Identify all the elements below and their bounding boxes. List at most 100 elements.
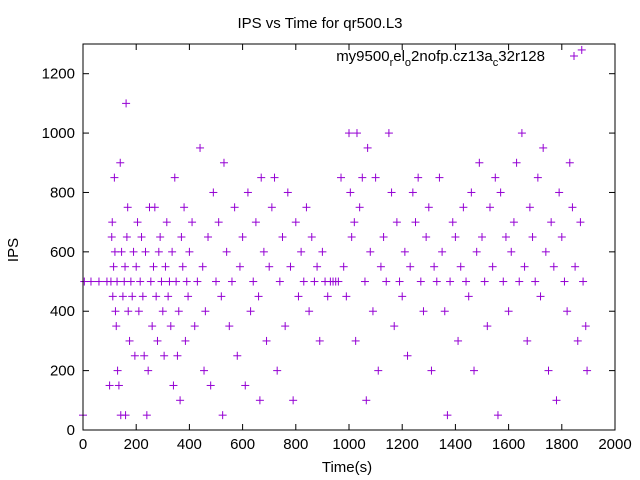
plot-frame — [82, 43, 616, 431]
data-point — [318, 247, 327, 256]
data-point — [541, 247, 550, 256]
data-point — [121, 411, 130, 420]
data-point — [251, 218, 260, 227]
data-point — [110, 173, 119, 182]
data-point — [174, 307, 183, 316]
data-point — [170, 173, 179, 182]
chart-title: IPS vs Time for qr500.L3 — [237, 15, 402, 32]
data-point — [406, 262, 415, 271]
data-point — [86, 277, 95, 286]
data-point — [188, 218, 197, 227]
data-point — [345, 129, 353, 138]
data-point — [488, 262, 497, 271]
data-point — [152, 292, 161, 301]
data-point — [374, 366, 383, 375]
data-point — [126, 277, 135, 286]
data-point — [547, 218, 556, 227]
data-point — [190, 322, 199, 331]
data-point — [123, 203, 132, 212]
data-point — [398, 292, 407, 301]
data-point — [217, 292, 226, 301]
data-point — [440, 307, 449, 316]
data-point — [504, 307, 513, 316]
data-point — [149, 262, 158, 271]
data-point — [366, 247, 375, 256]
data-point — [576, 218, 585, 227]
data-point — [581, 322, 590, 331]
data-point — [130, 351, 139, 360]
data-point — [544, 366, 553, 375]
data-point — [289, 396, 298, 405]
data-point — [427, 366, 436, 375]
x-tick-label: 200 — [124, 436, 149, 453]
x-tick-label: 800 — [283, 436, 308, 453]
data-point — [472, 247, 481, 256]
x-tick-label: 400 — [177, 436, 202, 453]
data-point — [286, 262, 295, 271]
data-point — [156, 233, 165, 241]
data-point — [360, 277, 369, 286]
data-point — [138, 292, 147, 301]
data-point — [565, 158, 574, 167]
data-point — [235, 262, 244, 271]
data-point — [177, 233, 186, 241]
data-point — [346, 188, 355, 197]
data-point — [315, 336, 324, 345]
y-tick-label: 400 — [50, 303, 75, 320]
data-point — [334, 277, 343, 286]
data-point — [169, 381, 178, 390]
data-point — [339, 262, 348, 271]
data-point — [108, 218, 117, 227]
data-point — [153, 336, 162, 345]
data-point — [218, 411, 227, 420]
data-point — [533, 173, 542, 182]
data-point — [355, 203, 364, 212]
data-points — [79, 45, 592, 420]
data-point — [294, 292, 303, 301]
data-point — [262, 336, 271, 345]
data-point — [557, 233, 566, 241]
data-point — [204, 233, 213, 241]
data-point — [539, 143, 548, 152]
legend-label-part: c — [493, 57, 499, 69]
x-tick-label: 600 — [230, 436, 255, 453]
data-point — [483, 322, 492, 331]
data-point — [172, 277, 181, 286]
data-point — [419, 307, 428, 316]
y-axis-label: IPS — [5, 238, 22, 262]
data-point — [536, 292, 545, 301]
data-point — [137, 233, 146, 241]
data-point — [222, 247, 231, 256]
data-point — [515, 277, 524, 286]
data-point — [200, 366, 209, 375]
y-tick-label: 200 — [50, 363, 75, 380]
data-point — [283, 188, 292, 197]
data-point — [160, 351, 169, 360]
data-point — [238, 233, 247, 241]
data-point — [230, 203, 239, 212]
data-point — [424, 203, 433, 212]
data-point — [249, 277, 258, 286]
data-point — [573, 336, 582, 345]
data-point — [408, 188, 417, 197]
data-point — [305, 307, 314, 316]
data-point — [414, 173, 423, 182]
data-point — [185, 247, 194, 256]
data-point — [371, 173, 380, 182]
legend: my9500relo2nofp.cz13ac32r128 — [336, 48, 578, 69]
data-point — [129, 247, 138, 256]
data-point — [257, 173, 266, 182]
data-point — [146, 277, 155, 286]
data-point — [164, 292, 173, 301]
data-point — [337, 173, 346, 182]
data-point — [351, 336, 360, 345]
data-point — [456, 262, 465, 271]
data-point — [549, 262, 558, 271]
data-point — [140, 351, 149, 360]
data-point — [201, 307, 210, 316]
data-point — [158, 307, 167, 316]
data-point — [225, 322, 234, 331]
data-point — [467, 188, 476, 197]
data-point — [181, 336, 190, 345]
data-point — [118, 292, 127, 301]
